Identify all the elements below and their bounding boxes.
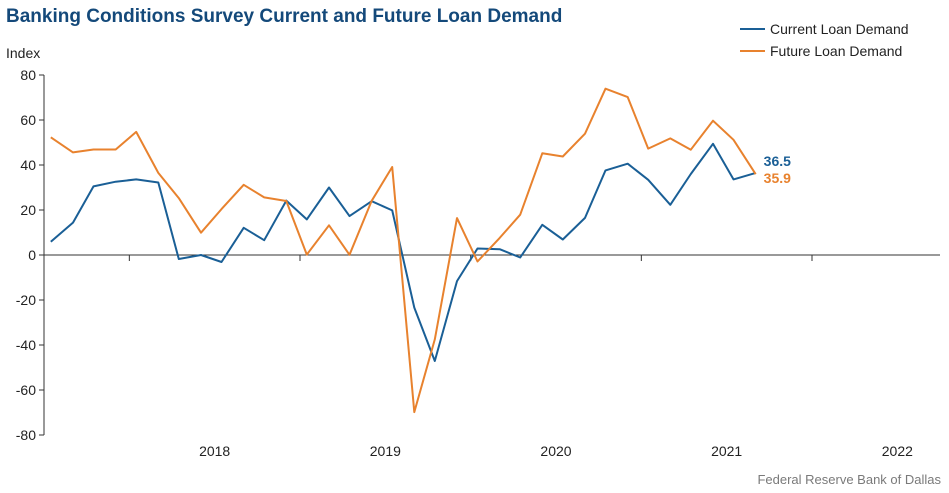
axes: -80 -60 -40 -20 0 20 40 60 80 Index 2018 2019 2020 20… <box>6 45 940 459</box>
source-note: Federal Reserve Bank of Dallas <box>757 472 941 487</box>
y-tick-label: 20 <box>20 202 36 218</box>
x-tick-label: 2018 <box>199 443 230 459</box>
y-tick-label: 0 <box>28 247 36 263</box>
current-loan-demand-end-label: 36.5 <box>764 153 791 169</box>
y-tick-label: -20 <box>16 292 36 308</box>
legend: Current Loan Demand Future Loan Demand <box>740 21 909 59</box>
series-layer: 36.535.9 <box>50 87 791 414</box>
future-loan-demand-end-label: 35.9 <box>764 170 791 186</box>
current-loan-demand-line <box>50 142 756 362</box>
x-tick-label: 2022 <box>882 443 913 459</box>
y-tick-label: 40 <box>20 157 36 173</box>
x-tick-label: 2020 <box>540 443 571 459</box>
legend-label: Current Loan Demand <box>770 21 909 37</box>
legend-label: Future Loan Demand <box>770 43 902 59</box>
y-tick-label: 80 <box>20 67 36 83</box>
future-loan-demand-line <box>50 87 757 414</box>
y-tick-label: 60 <box>20 112 36 128</box>
y-axis-label: Index <box>6 45 40 61</box>
y-tick-label: -80 <box>16 427 36 443</box>
chart-title: Banking Conditions Survey Current and Fu… <box>6 6 563 27</box>
x-tick-label: 2021 <box>711 443 742 459</box>
y-tick-label: -40 <box>16 337 36 353</box>
y-tick-label: -60 <box>16 382 36 398</box>
x-tick-label: 2019 <box>370 443 401 459</box>
